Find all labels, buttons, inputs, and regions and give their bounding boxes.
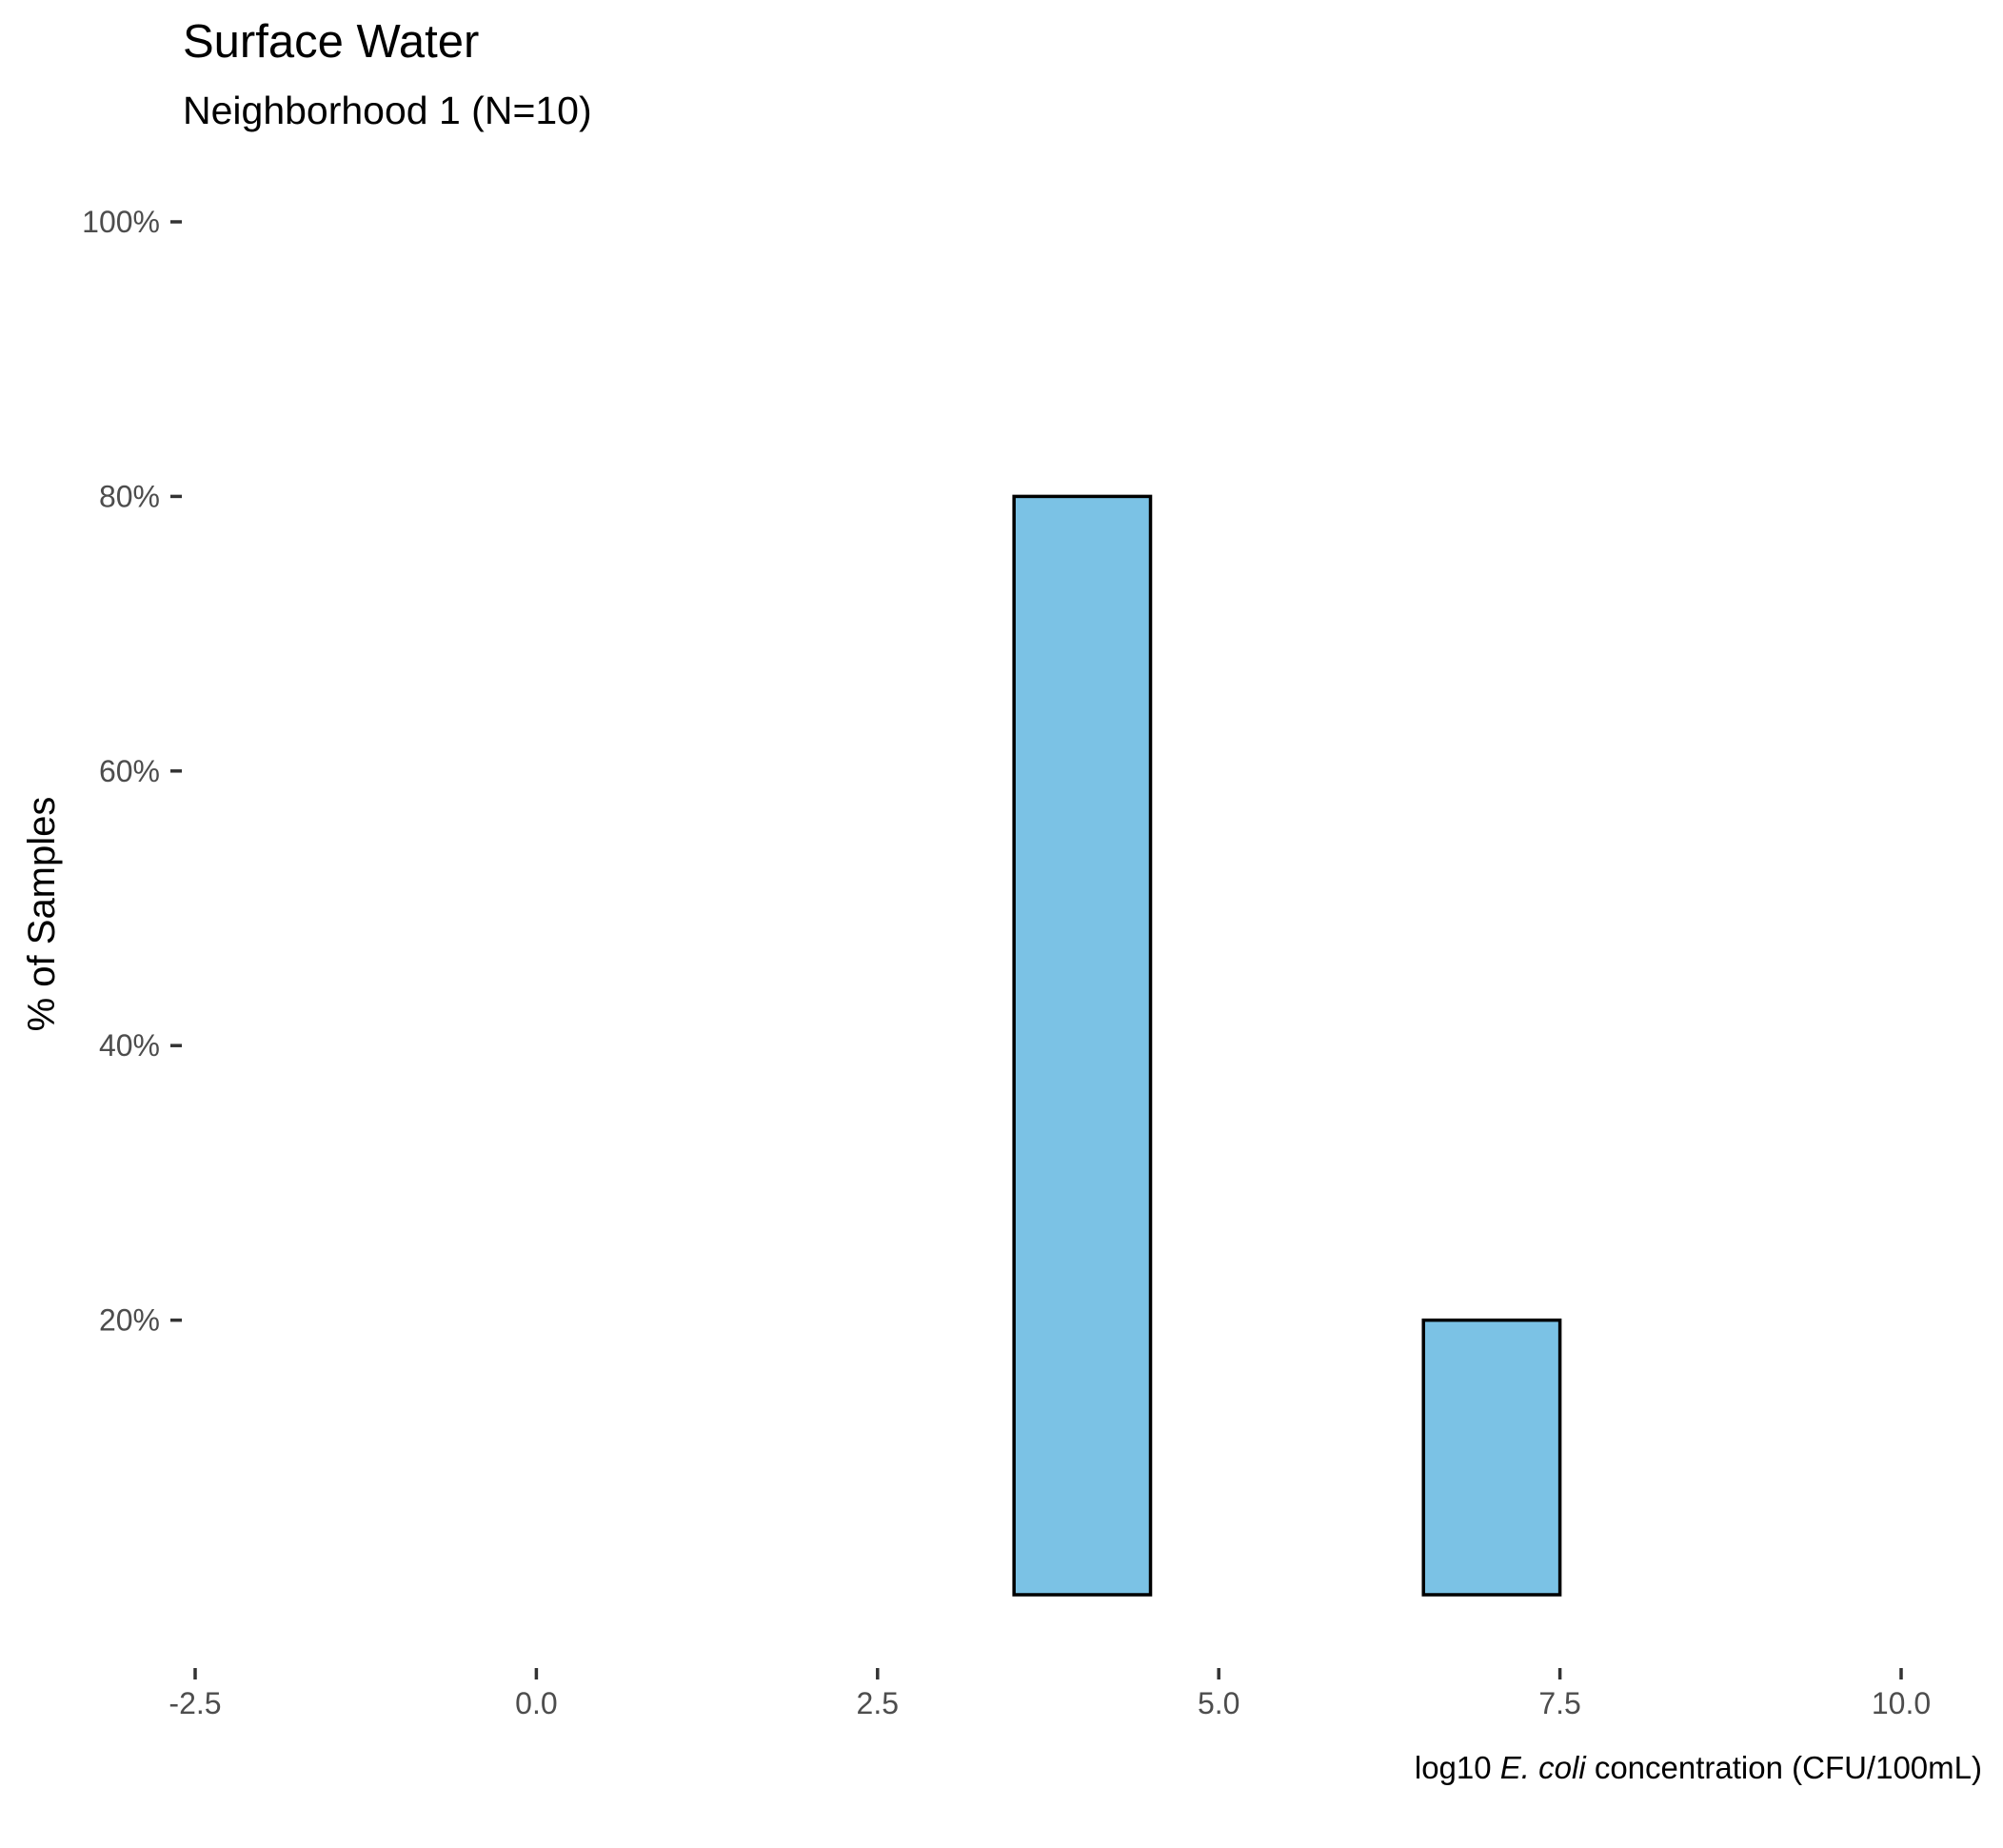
x-tick-label-0: -2.5 [169, 1686, 221, 1720]
y-tick-label-3: 80% [99, 479, 160, 513]
x-axis: -2.5 0.0 2.5 5.0 7.5 10.0 [169, 1668, 1931, 1720]
chart-subtitle: Neighborhood 1 (N=10) [183, 89, 592, 132]
chart-title: Surface Water [183, 16, 479, 68]
y-tick-label-4: 100% [82, 205, 160, 239]
histogram-bar-8 [1421, 1318, 1562, 1597]
y-tick-label-0: 20% [99, 1303, 160, 1338]
bars-group [1012, 494, 1562, 1597]
y-tick-label-1: 40% [99, 1028, 160, 1063]
x-axis-label-italic: E. coli [1500, 1750, 1588, 1785]
x-axis-label-prefix: log10 [1415, 1750, 1500, 1785]
x-tick-label-1: 0.0 [515, 1686, 557, 1720]
x-axis-label: log10 E. coli concentration (CFU/100mL) [1415, 1750, 1982, 1785]
x-tick-label-5: 10.0 [1872, 1686, 1931, 1720]
y-tick-label-2: 60% [99, 754, 160, 788]
y-axis: 20% 40% 60% 80% 100% [82, 205, 182, 1338]
x-tick-label-3: 5.0 [1198, 1686, 1239, 1720]
histogram-bar-5 [1012, 494, 1153, 1597]
y-axis-label: % of Samples [21, 797, 63, 1032]
x-tick-label-2: 2.5 [857, 1686, 899, 1720]
x-tick-label-4: 7.5 [1538, 1686, 1580, 1720]
x-axis-label-suffix: concentration (CFU/100mL) [1586, 1750, 1982, 1785]
